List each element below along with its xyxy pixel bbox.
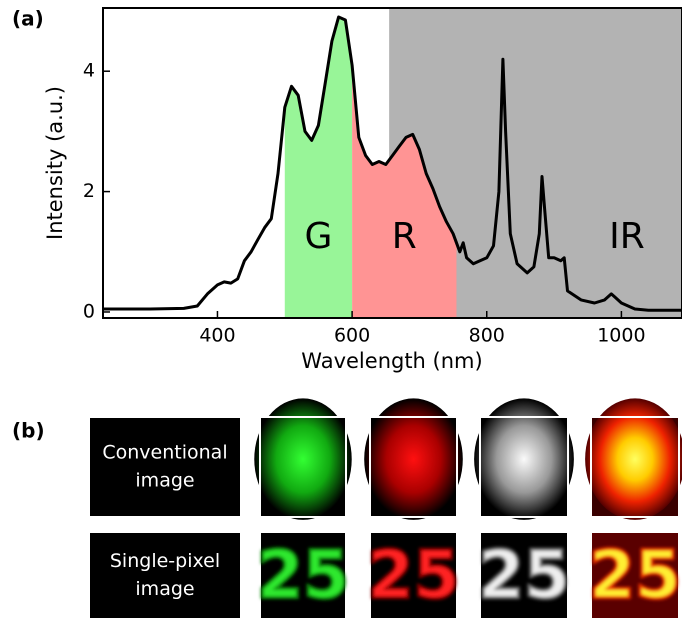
caption: image bbox=[135, 578, 194, 600]
image-digits: 25 bbox=[257, 537, 349, 614]
plot-area bbox=[103, 8, 682, 318]
y-tick-label: 0 bbox=[83, 300, 95, 322]
band-label: G bbox=[304, 216, 332, 257]
plot: IR G R 400 600 800 1000 0 2 4 Wavelength (nm) Inten… bbox=[43, 8, 682, 373]
caption: image bbox=[135, 470, 194, 492]
image-digits: 25 bbox=[478, 537, 570, 614]
figure: (a) (b) IR G R 400 600 800 1000 0 2 4 Wavelength (… bbox=[0, 0, 682, 626]
y-tick-label: 2 bbox=[83, 180, 95, 202]
caption-box bbox=[90, 418, 240, 516]
caption: Conventional bbox=[102, 442, 227, 464]
y-axis-label: Intensity (a.u.) bbox=[43, 86, 67, 240]
image-digits: 25 bbox=[368, 537, 460, 614]
x-tick-label: 800 bbox=[469, 325, 505, 347]
band-label: R bbox=[392, 216, 417, 257]
band-label: IR bbox=[609, 216, 645, 257]
band bbox=[285, 8, 352, 318]
x-axis-label: Wavelength (nm) bbox=[301, 349, 482, 373]
caption: Single-pixel bbox=[110, 550, 220, 572]
caption-box bbox=[90, 533, 240, 618]
y-tick-label: 4 bbox=[83, 60, 95, 82]
panel-label: (b) bbox=[12, 419, 45, 443]
x-tick-label: 400 bbox=[199, 325, 235, 347]
x-tick-label: 1000 bbox=[597, 325, 645, 347]
panel-label: (a) bbox=[12, 7, 44, 31]
image-digits: 25 bbox=[589, 537, 681, 614]
x-tick-label: 600 bbox=[334, 325, 370, 347]
